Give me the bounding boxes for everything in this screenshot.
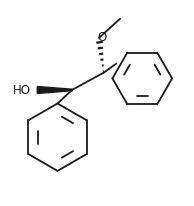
Text: O: O xyxy=(97,31,107,44)
Polygon shape xyxy=(37,87,72,94)
Text: HO: HO xyxy=(13,84,31,97)
